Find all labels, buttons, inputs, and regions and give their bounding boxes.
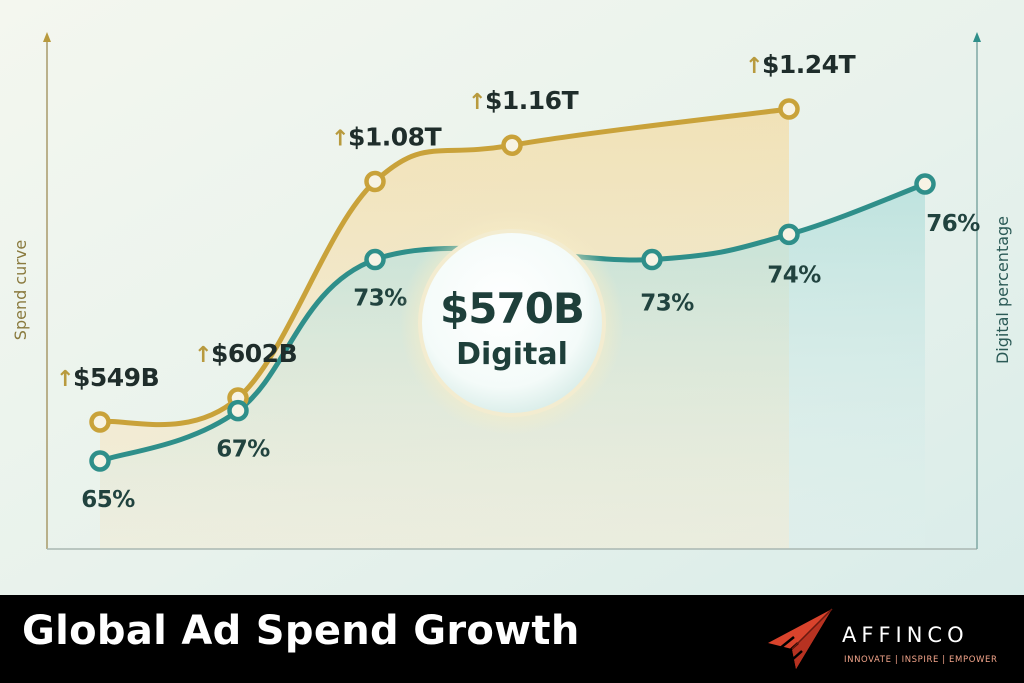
left-axis-arrow-icon	[43, 32, 51, 42]
spend-point-3	[364, 170, 386, 193]
brand-name: AFFINCO	[842, 623, 969, 647]
digital-label-5: 74%	[767, 262, 821, 288]
footer-banner: Global Ad Spend Growth AFFINCO INNOVATE …	[0, 595, 1024, 683]
spend-label-2: $602B	[211, 339, 297, 368]
callout-bubble	[418, 229, 606, 417]
chart: Spend curve Digital percentage ↑$549B↑$6…	[0, 0, 1024, 595]
brand-logo: AFFINCO INNOVATE | INSPIRE | EMPOWER	[764, 603, 1014, 675]
callout-value: $570B	[440, 284, 584, 333]
up-arrow-icon: ↑	[194, 343, 212, 368]
brand-tagline: INNOVATE | INSPIRE | EMPOWER	[844, 655, 998, 665]
digital-point-4	[641, 248, 663, 271]
spend-point-4	[501, 134, 523, 156]
right-axis-arrow-icon	[973, 32, 981, 42]
spend-label-1: $549B	[73, 363, 159, 392]
digital-point-6	[914, 173, 936, 195]
spend-label-3: $1.08T	[348, 122, 442, 151]
spend-label-5: $1.24T	[762, 50, 856, 79]
digital-point-3	[364, 248, 386, 271]
page-title: Global Ad Spend Growth	[22, 608, 580, 654]
digital-point-1	[89, 450, 111, 472]
paper-plane-icon	[768, 608, 833, 669]
left-axis-title: Spend curve	[11, 240, 30, 340]
up-arrow-icon: ↑	[468, 90, 486, 115]
spend-label-4: $1.16T	[485, 86, 579, 115]
digital-label-6: 76%	[926, 211, 980, 237]
spend-point-1	[89, 411, 111, 433]
digital-label-1: 65%	[81, 487, 135, 513]
digital-label-2: 67%	[216, 437, 270, 463]
digital-label-3: 73%	[353, 286, 407, 312]
up-arrow-icon: ↑	[745, 54, 763, 79]
digital-point-2	[227, 399, 249, 422]
digital-callout: $570B Digital	[400, 211, 624, 435]
digital-point-5	[778, 223, 800, 246]
right-axis-title: Digital percentage	[993, 216, 1012, 364]
callout-caption: Digital	[456, 337, 568, 372]
digital-label-4: 73%	[640, 291, 694, 317]
spend-point-5	[778, 98, 800, 120]
up-arrow-icon: ↑	[56, 367, 74, 392]
up-arrow-icon: ↑	[331, 126, 349, 151]
